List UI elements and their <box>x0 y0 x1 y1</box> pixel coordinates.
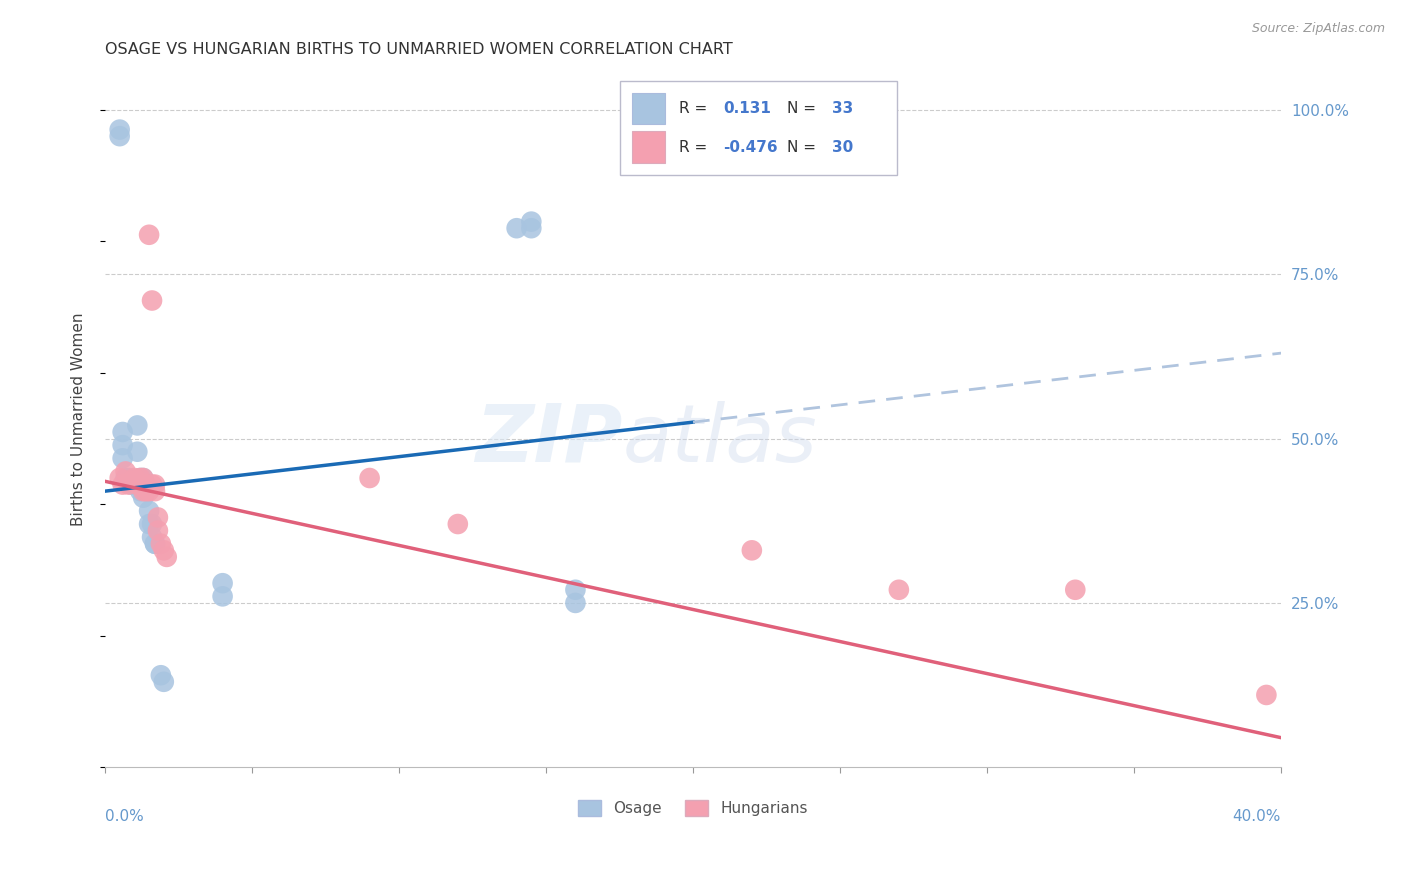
Point <box>129 471 152 485</box>
Point <box>124 471 146 485</box>
Point <box>138 504 160 518</box>
Point <box>146 510 169 524</box>
Text: N =: N = <box>787 102 815 116</box>
Point <box>120 475 142 489</box>
Text: R =: R = <box>679 102 707 116</box>
Point <box>143 537 166 551</box>
Point <box>108 471 131 485</box>
Point <box>505 221 527 235</box>
Point <box>127 477 149 491</box>
Point <box>211 590 233 604</box>
Text: 40.0%: 40.0% <box>1233 809 1281 824</box>
Text: OSAGE VS HUNGARIAN BIRTHS TO UNMARRIED WOMEN CORRELATION CHART: OSAGE VS HUNGARIAN BIRTHS TO UNMARRIED W… <box>105 42 733 57</box>
Point <box>149 537 172 551</box>
Point <box>152 674 174 689</box>
Text: -0.476: -0.476 <box>724 139 779 154</box>
Point <box>143 484 166 499</box>
Point <box>111 451 134 466</box>
Text: ZIP: ZIP <box>475 401 623 479</box>
FancyBboxPatch shape <box>631 131 665 162</box>
Point <box>152 543 174 558</box>
Point <box>129 471 152 485</box>
Point <box>132 471 155 485</box>
Point <box>117 477 139 491</box>
Point <box>111 425 134 439</box>
Point <box>135 477 157 491</box>
Point <box>132 484 155 499</box>
Point <box>127 444 149 458</box>
Point <box>129 484 152 499</box>
Point <box>156 549 179 564</box>
Text: 30: 30 <box>832 139 853 154</box>
Point <box>143 477 166 491</box>
Point <box>108 122 131 136</box>
Point <box>141 477 163 491</box>
Text: Source: ZipAtlas.com: Source: ZipAtlas.com <box>1251 22 1385 36</box>
Point <box>1256 688 1278 702</box>
FancyBboxPatch shape <box>631 93 665 124</box>
Point <box>108 129 131 144</box>
Y-axis label: Births to Unmarried Women: Births to Unmarried Women <box>72 312 86 525</box>
Point <box>138 227 160 242</box>
Point <box>129 477 152 491</box>
Point <box>111 438 134 452</box>
Point <box>117 471 139 485</box>
Point <box>447 516 470 531</box>
Text: 33: 33 <box>832 102 853 116</box>
Point <box>111 477 134 491</box>
Point <box>141 516 163 531</box>
Point <box>149 668 172 682</box>
Point <box>141 530 163 544</box>
Point <box>1064 582 1087 597</box>
Point <box>135 484 157 499</box>
Text: N =: N = <box>787 139 815 154</box>
Point <box>138 484 160 499</box>
Point <box>127 418 149 433</box>
Point <box>564 596 586 610</box>
Text: atlas: atlas <box>623 401 817 479</box>
Point <box>114 465 136 479</box>
Point <box>124 475 146 489</box>
Point <box>564 582 586 597</box>
Point <box>887 582 910 597</box>
Point <box>211 576 233 591</box>
Point <box>114 471 136 485</box>
Point <box>129 477 152 491</box>
Point <box>359 471 381 485</box>
Point <box>135 484 157 499</box>
Point <box>520 221 543 235</box>
Legend: Osage, Hungarians: Osage, Hungarians <box>572 794 814 822</box>
Point <box>132 491 155 505</box>
Point <box>132 471 155 485</box>
Text: R =: R = <box>679 139 707 154</box>
Point <box>143 537 166 551</box>
Text: 0.0%: 0.0% <box>105 809 143 824</box>
FancyBboxPatch shape <box>620 81 897 175</box>
Point <box>741 543 763 558</box>
Point <box>120 477 142 491</box>
Point <box>141 293 163 308</box>
Point <box>138 516 160 531</box>
Text: 0.131: 0.131 <box>724 102 772 116</box>
Point <box>146 524 169 538</box>
Point <box>520 214 543 228</box>
Point <box>124 477 146 491</box>
